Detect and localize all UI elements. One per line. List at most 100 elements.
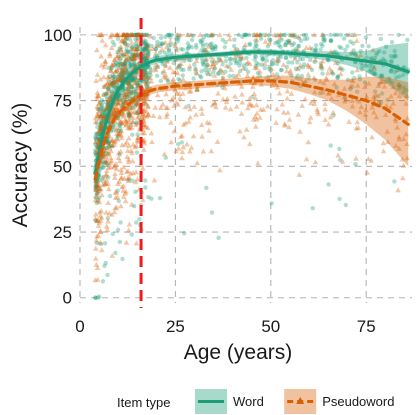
pseudoword-point xyxy=(108,138,115,144)
word-point xyxy=(335,75,340,81)
pseudoword-point xyxy=(322,116,328,122)
pseudoword-point xyxy=(390,100,397,106)
x-tick-label: 50 xyxy=(261,317,280,336)
pseudoword-point xyxy=(115,150,122,156)
pseudoword-point xyxy=(179,149,186,155)
word-point xyxy=(146,42,151,48)
pseudoword-point xyxy=(175,145,182,151)
pseudoword-point xyxy=(169,78,175,84)
word-point xyxy=(208,42,213,47)
word-point xyxy=(244,55,249,60)
word-point xyxy=(260,56,265,62)
word-point xyxy=(121,63,126,69)
pseudoword-point xyxy=(378,78,384,84)
pseudoword-point xyxy=(323,75,329,81)
pseudoword-point xyxy=(128,147,134,153)
pseudoword-point xyxy=(314,106,320,112)
word-point xyxy=(103,160,109,166)
word-point xyxy=(287,38,292,44)
word-point xyxy=(302,62,307,67)
word-point xyxy=(132,75,138,80)
word-point xyxy=(143,44,149,50)
word-point xyxy=(104,97,110,102)
word-point xyxy=(100,165,105,170)
word-point xyxy=(93,150,98,155)
pseudoword-point xyxy=(172,42,178,48)
word-point xyxy=(143,53,148,58)
pseudoword-point xyxy=(95,217,101,223)
pseudoword-point xyxy=(227,106,234,112)
word-point xyxy=(98,129,103,134)
word-point xyxy=(284,64,290,70)
word-point xyxy=(278,32,284,38)
pseudoword-point xyxy=(102,58,108,64)
word-point xyxy=(204,185,209,190)
word-point xyxy=(109,65,115,70)
word-point xyxy=(208,72,213,77)
pseudoword-point xyxy=(113,32,120,38)
pseudoword-point xyxy=(105,218,111,224)
word-point xyxy=(308,57,313,63)
pseudoword-point xyxy=(94,233,100,239)
word-point xyxy=(114,136,120,141)
word-point xyxy=(125,86,130,92)
word-point xyxy=(104,145,110,151)
pseudoword-point xyxy=(307,64,313,70)
pseudoword-point xyxy=(211,72,218,78)
word-point xyxy=(93,195,98,200)
pseudoword-point xyxy=(305,71,312,77)
word-point xyxy=(115,49,120,55)
word-point xyxy=(300,56,306,62)
pseudoword-point xyxy=(154,92,161,98)
pseudoword-point xyxy=(248,101,254,107)
pseudoword-point xyxy=(116,131,122,137)
pseudoword-point xyxy=(364,94,370,100)
word-point xyxy=(379,73,385,78)
word-point xyxy=(125,94,130,100)
word-point xyxy=(125,70,130,75)
pseudoword-point xyxy=(122,60,128,66)
word-point xyxy=(391,55,396,60)
pseudoword-point xyxy=(254,37,260,43)
pseudoword-point xyxy=(121,32,127,38)
pseudoword-point xyxy=(92,139,99,145)
word-point xyxy=(126,111,131,116)
pseudoword-point xyxy=(142,122,148,128)
pseudoword-point xyxy=(372,95,378,101)
word-point xyxy=(147,66,153,71)
word-point xyxy=(366,44,371,49)
word-point xyxy=(128,55,133,61)
word-point xyxy=(133,92,139,97)
word-point xyxy=(106,163,111,168)
pseudoword-point xyxy=(250,74,257,80)
word-point xyxy=(194,87,200,93)
word-point xyxy=(143,65,148,71)
word-point xyxy=(367,63,372,69)
pseudoword-point xyxy=(114,77,120,83)
word-point xyxy=(110,75,115,81)
pseudoword-point xyxy=(109,252,115,258)
word-point xyxy=(320,71,325,76)
word-point xyxy=(133,102,139,108)
word-point xyxy=(289,73,294,78)
pseudoword-point xyxy=(95,181,102,187)
word-point xyxy=(122,41,128,46)
word-point xyxy=(378,36,383,42)
y-tick-label: 100 xyxy=(44,26,72,45)
word-point xyxy=(129,85,134,90)
word-point xyxy=(101,174,106,180)
pseudoword-point xyxy=(104,99,111,105)
pseudoword-point xyxy=(112,68,119,74)
word-point xyxy=(144,42,149,47)
pseudoword-point xyxy=(205,61,211,67)
word-point xyxy=(105,100,111,105)
word-point xyxy=(94,184,99,189)
word-point xyxy=(95,218,100,224)
pseudoword-point xyxy=(190,133,197,139)
word-point xyxy=(378,100,384,106)
word-point xyxy=(212,65,217,71)
word-point xyxy=(367,69,372,74)
word-point xyxy=(260,57,266,62)
pseudoword-point xyxy=(306,119,313,125)
